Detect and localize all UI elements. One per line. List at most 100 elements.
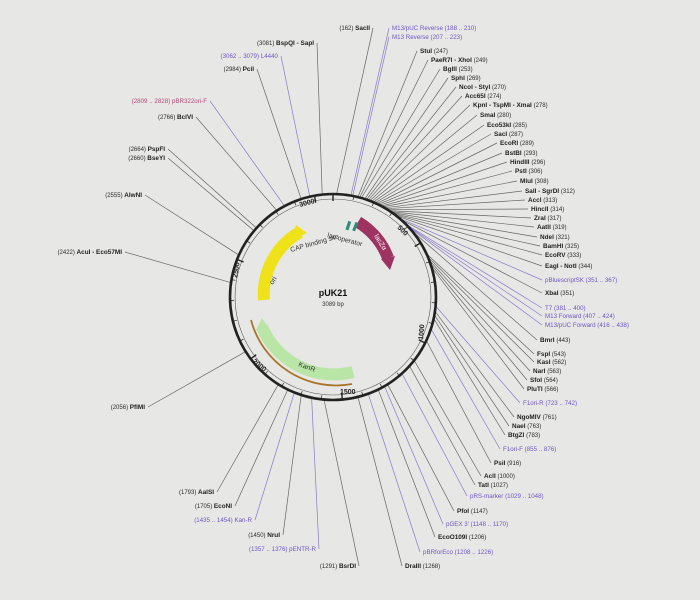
site-label-econi: (1705) EcoNI bbox=[195, 503, 232, 510]
leader-line bbox=[426, 254, 534, 355]
leader-line bbox=[257, 69, 301, 199]
site-label-kasi: KasI (562) bbox=[537, 359, 566, 366]
leader-line bbox=[148, 352, 246, 407]
site-label-bseyi: (2660) BseYI bbox=[128, 155, 165, 162]
site-label-bglii: BglII (253) bbox=[443, 66, 473, 73]
site-label-bmri: BmrI (443) bbox=[540, 337, 570, 344]
site-label-bamhi: BamHI (325) bbox=[543, 243, 579, 250]
site-label-kpni-tspmi-xmai: KpnI - TspMI - XmaI (278) bbox=[473, 102, 548, 109]
leader-line bbox=[196, 117, 277, 211]
leader-line bbox=[358, 397, 402, 566]
leader-line bbox=[255, 393, 294, 521]
site-label-btgzi: BtgZI (783) bbox=[508, 432, 540, 439]
site-label-kan-r: (1435 .. 1454) Kan-R bbox=[194, 517, 252, 524]
tick-label-1500: 1500 bbox=[340, 389, 356, 396]
site-label-pcii: (2984) PciI bbox=[224, 66, 255, 73]
leader-line bbox=[378, 390, 435, 537]
leader-line bbox=[324, 400, 359, 566]
site-label-pflmi: (2056) PflMI bbox=[111, 404, 146, 411]
site-label-pfoi: PfoI (1147) bbox=[457, 508, 488, 515]
leader-line bbox=[360, 60, 428, 198]
site-label-pbrforeco: pBRforEco (1208 .. 1226) bbox=[423, 549, 493, 556]
site-label-psti: PstI (306) bbox=[515, 168, 543, 175]
tick-label-2000: 2000 bbox=[251, 358, 268, 373]
feature-kanr-arrowhead bbox=[256, 318, 271, 331]
site-label-xbai: XbaI (351) bbox=[545, 290, 574, 297]
leader-line bbox=[386, 200, 525, 209]
site-label-pbluescriptsk: pBluescriptSK (351 .. 367) bbox=[545, 277, 617, 284]
site-label-pgex-3-: pGEX 3' (1148 .. 1170) bbox=[446, 521, 508, 528]
leader-line bbox=[434, 318, 505, 435]
site-label-bstbi: BstBI (293) bbox=[505, 150, 537, 157]
site-label-bspqi-sapi: (3081) BspQI - SapI bbox=[257, 40, 314, 47]
site-label-t7: T7 (381 .. 400) bbox=[545, 305, 586, 312]
lac-operator-label: lac operator bbox=[326, 232, 363, 248]
site-label-ecoo109i: EcoO109I (1206) bbox=[438, 534, 486, 541]
plasmid-name: pUK21 bbox=[319, 288, 348, 298]
leader-line bbox=[428, 257, 534, 362]
site-label-alwni: (2555) AlwNI bbox=[105, 192, 142, 199]
site-label-eagi-noti: EagI - NotI (344) bbox=[545, 263, 592, 270]
site-label-bsrdi: (1291) BsrDI bbox=[320, 563, 356, 570]
leader-line bbox=[372, 115, 477, 202]
site-label-m13-forward: M13 Forward (407 .. 424) bbox=[545, 313, 615, 320]
site-label-ecorv: EcoRV (333) bbox=[545, 252, 581, 259]
site-label-ecori: EcoRI (289) bbox=[500, 140, 534, 147]
leader-line bbox=[389, 211, 531, 218]
site-label-nrui: (1450) NruI bbox=[248, 532, 280, 539]
leader-line bbox=[283, 395, 301, 535]
site-label-draiii: DraIII (1268) bbox=[405, 563, 440, 570]
site-label-smai: SmaI (280) bbox=[480, 112, 511, 119]
leader-line bbox=[385, 386, 444, 524]
site-label-sali-sgrdi: SalI - SgrDI (312) bbox=[525, 188, 575, 195]
cap-site-mark bbox=[346, 221, 352, 230]
leader-line bbox=[317, 43, 322, 195]
site-label-sfoi: SfoI (564) bbox=[530, 377, 558, 384]
site-label-pspfi: (2664) PspFI bbox=[129, 146, 166, 153]
site-label-stui: StuI (247) bbox=[420, 48, 448, 55]
leader-line bbox=[434, 315, 509, 426]
leader-line bbox=[168, 149, 257, 228]
feature-ori bbox=[264, 232, 300, 300]
leader-line bbox=[351, 28, 389, 196]
leader-line bbox=[388, 384, 454, 511]
site-label-aatii: AatII (319) bbox=[537, 224, 567, 231]
leader-line bbox=[281, 56, 310, 197]
site-label-zrai: ZraI (317) bbox=[534, 215, 562, 222]
site-label-pentr-r: (1357 .. 1376) pENTR-R bbox=[249, 546, 317, 553]
site-label-sphi: SphI (269) bbox=[451, 75, 481, 82]
site-label-ndei: NdeI (321) bbox=[540, 234, 570, 241]
site-label-eco53ki: Eco53kI (285) bbox=[487, 122, 527, 129]
site-label-acui-eco57mi: (2422) AcuI - Eco57MI bbox=[58, 249, 123, 256]
site-label-acc65i: Acc65I (274) bbox=[465, 93, 501, 100]
tick-label-2500: 2500 bbox=[232, 262, 242, 279]
site-label-psii: PsiI (916) bbox=[494, 460, 521, 467]
leader-line bbox=[358, 51, 417, 197]
site-label-m13-reverse: M13 Reverse (207 .. 223) bbox=[392, 34, 462, 41]
site-label-hincii: HincII (314) bbox=[531, 206, 564, 213]
site-label-sacii: (162) SacII bbox=[339, 25, 370, 32]
site-label-hindiii: HindIII (296) bbox=[510, 159, 545, 166]
site-label-pbr322ori-f: (2809 .. 2828) pBR322ori-F bbox=[132, 98, 208, 105]
leader-line bbox=[125, 252, 231, 283]
site-label-acci: AccI (313) bbox=[528, 197, 557, 204]
leader-line bbox=[380, 162, 507, 205]
plasmid-length: 3089 bp bbox=[322, 302, 344, 308]
leader-line bbox=[431, 329, 500, 449]
leader-line bbox=[388, 209, 528, 210]
leader-line bbox=[145, 195, 239, 255]
site-label-ngomiv: NgoMIV (761) bbox=[517, 414, 557, 421]
site-label-tati: TatI (1027) bbox=[478, 482, 508, 489]
site-label-aalsi: (1793) AalSI bbox=[179, 489, 214, 496]
site-label-f1ori-f: F1ori-F (855 .. 876) bbox=[503, 446, 556, 453]
site-label-prs-marker: pRS-marker (1029 .. 1048) bbox=[470, 493, 544, 500]
leader-line bbox=[435, 311, 514, 417]
leader-line bbox=[410, 366, 476, 485]
site-label-ncoi-styi: NcoI - StyI (270) bbox=[459, 84, 506, 91]
leader-line bbox=[368, 394, 420, 552]
leader-line bbox=[377, 143, 498, 204]
leader-line bbox=[414, 360, 481, 476]
site-label-naei: NaeI (763) bbox=[512, 423, 541, 430]
